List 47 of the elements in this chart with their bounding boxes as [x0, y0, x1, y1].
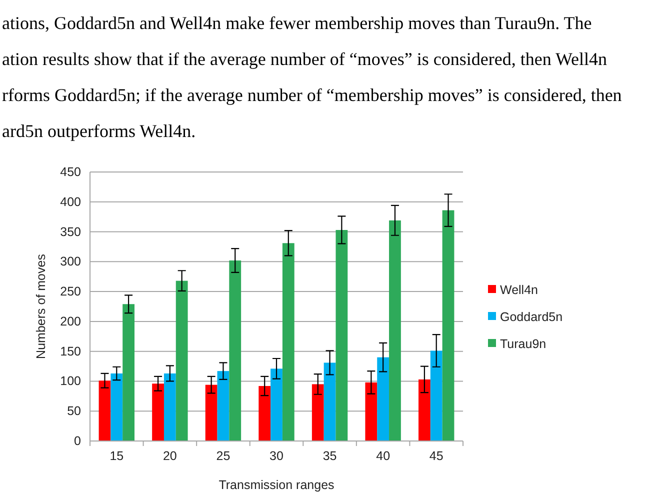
- text: ation results show that if the average number of “moves” is considered, then Well4n: [2, 49, 608, 69]
- y-tick-label: 250: [60, 284, 82, 299]
- bar: [418, 379, 430, 441]
- y-tick-label: 350: [60, 224, 82, 239]
- bar: [98, 380, 111, 441]
- bar: [336, 230, 348, 441]
- legend-label: Well4n: [500, 283, 538, 297]
- x-tick-label: 40: [376, 448, 390, 463]
- x-tick-label: 20: [162, 448, 177, 463]
- y-tick-label: 50: [67, 404, 82, 418]
- legend-label: Goddard5n: [500, 310, 563, 324]
- x-tick-label: 45: [429, 448, 444, 463]
- bar: [258, 386, 271, 441]
- bar: [377, 357, 390, 441]
- text: rforms Goddard5n; if the average number of “membership moves” is considered, then: [2, 85, 622, 105]
- y-tick-label: 0: [74, 434, 82, 448]
- x-tick-label: 25: [216, 448, 230, 463]
- y-tick-label: 100: [60, 374, 82, 388]
- y-tick-label: 450: [60, 165, 82, 179]
- bar: [110, 373, 123, 441]
- bar: [229, 260, 242, 441]
- x-tick-label: 30: [270, 448, 284, 463]
- bar: [324, 362, 336, 441]
- x-tick-label: 15: [110, 448, 124, 463]
- bar: [205, 384, 218, 441]
- bar: [282, 243, 294, 441]
- y-tick-label: 300: [60, 254, 82, 269]
- bar: [312, 384, 324, 441]
- y-tick-label: 200: [60, 314, 82, 328]
- bar: [365, 382, 378, 441]
- legend-label: Turau9n: [500, 337, 546, 351]
- bar: [217, 371, 230, 441]
- x-tick-label: 35: [322, 448, 337, 463]
- bar: [389, 220, 401, 441]
- bar: [152, 384, 164, 441]
- bar: [176, 280, 188, 441]
- y-axis-title: Numbers of moves: [34, 254, 48, 359]
- bar: [430, 350, 442, 441]
- y-tick-label: 400: [60, 194, 82, 209]
- x-axis-title: Transmission ranges: [218, 478, 334, 492]
- bar: [122, 304, 134, 441]
- bar: [164, 373, 176, 441]
- bar: [442, 210, 454, 441]
- text: ard5n outperforms Well4n.: [2, 121, 196, 141]
- y-tick-label: 150: [60, 344, 82, 358]
- bar: [270, 368, 282, 441]
- text: ations, Goddard5n and Well4n make fewer membership moves than Turau9n. The: [2, 13, 592, 33]
